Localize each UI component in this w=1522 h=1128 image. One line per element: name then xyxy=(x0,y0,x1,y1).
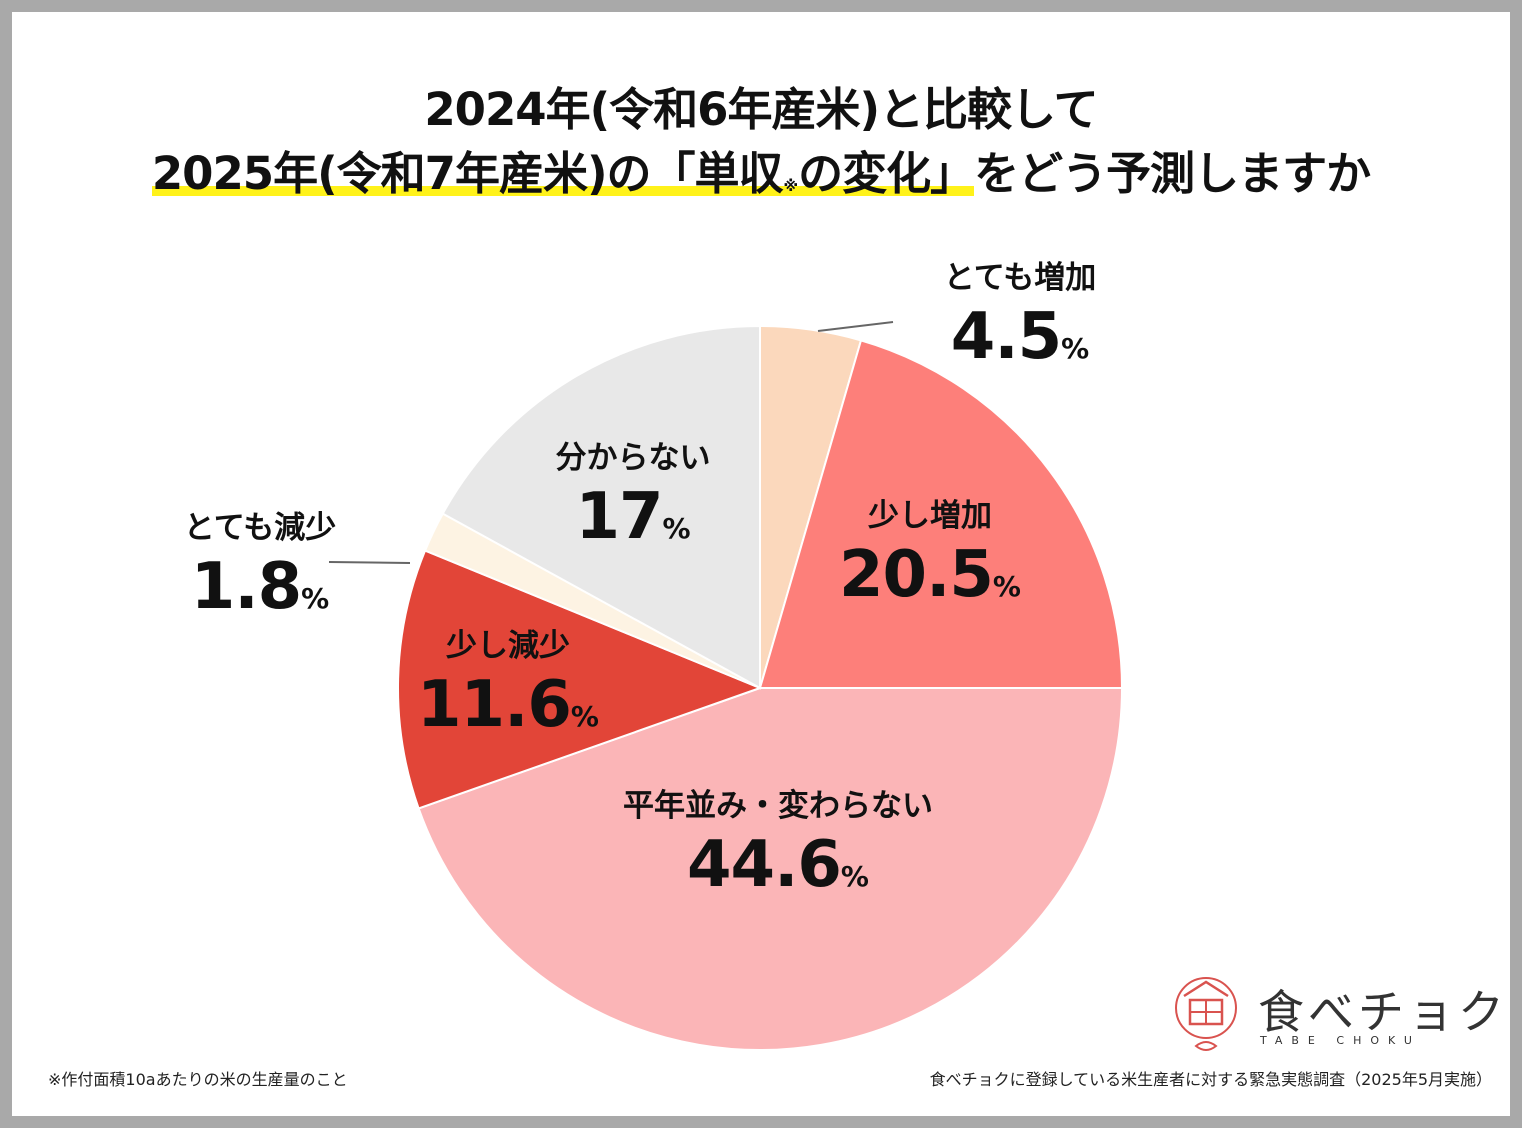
pie-slice-unknown xyxy=(441,324,761,690)
leader-line-very-increase xyxy=(817,321,894,332)
title-highlight-text-a: 2025年(令和7年産米)の「単収 xyxy=(151,147,784,200)
pie-slice-slight-increase xyxy=(758,339,1124,689)
slice-value: 11.6% xyxy=(417,668,599,742)
slice-category: とても増加 xyxy=(943,260,1097,296)
footnote: ※作付面積10aあたりの米の生産量のこと xyxy=(48,1070,348,1089)
rice-bowl-logo-icon xyxy=(1175,977,1237,1051)
slice-category: 少し減少 xyxy=(446,628,570,664)
logo-subtext: TABE CHOKU xyxy=(1260,1034,1421,1047)
slice-value: 44.6% xyxy=(687,828,869,902)
pie-slice-slight-decrease xyxy=(397,549,763,810)
slice-category: 分からない xyxy=(555,440,711,476)
slice-label-very-decrease: とても減少 1.8% xyxy=(170,508,350,642)
logo-text: 食べチョク xyxy=(1258,985,1508,1039)
slice-label-slight-increase: 少し増加 20.5% xyxy=(830,496,1030,630)
slice-label-very-increase: とても増加 4.5% xyxy=(940,258,1100,392)
title-highlight: 2025年(令和7年産米)の「単収※の変化」 xyxy=(151,147,975,200)
slice-label-unknown: 分からない 17% xyxy=(538,438,728,572)
slice-value: 17% xyxy=(575,480,691,554)
title-line-2-rest: をどう予測しますか xyxy=(974,147,1371,200)
slice-category: とても減少 xyxy=(183,510,337,546)
slice-value: 4.5% xyxy=(950,300,1090,374)
chart-title-line-1: 2024年(令和6年産米)と比較して xyxy=(0,82,1522,138)
title-line-1-text: 2024年(令和6年産米)と比較して xyxy=(424,83,1098,136)
pie-slice-normal xyxy=(417,687,1124,1051)
slice-value: 1.8% xyxy=(190,550,330,624)
title-note-mark: ※ xyxy=(783,177,799,195)
title-highlight-text-b: の変化」 xyxy=(798,147,975,200)
source-note: 食べチョクに登録している米生産者に対する緊急実態調査（2025年5月実施） xyxy=(929,1070,1492,1089)
chart-title-line-2: 2025年(令和7年産米)の「単収※の変化」をどう予測しますか xyxy=(0,146,1522,214)
leader-line-very-decrease xyxy=(328,561,411,564)
slice-label-normal: 平年並み・変わらない 44.6% xyxy=(578,786,978,920)
slice-category: 平年並み・変わらない xyxy=(623,788,933,824)
slice-category: 少し増加 xyxy=(868,498,992,534)
slice-value: 20.5% xyxy=(839,538,1021,612)
slice-label-slight-decrease: 少し減少 11.6% xyxy=(408,626,608,760)
tabechoku-logo: 食べチョク TABE CHOKU xyxy=(1166,968,1504,1058)
